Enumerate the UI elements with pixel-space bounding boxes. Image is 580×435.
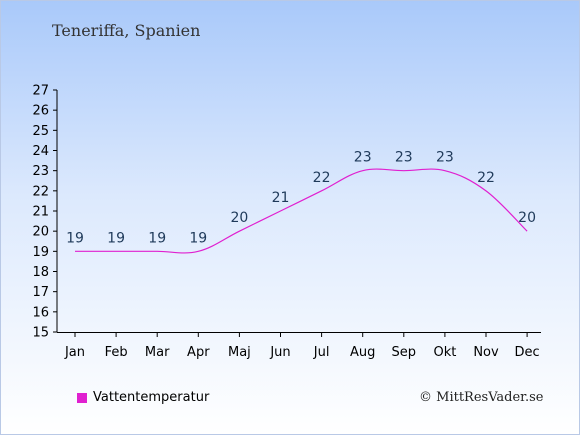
- x-tick-label: Nov: [473, 345, 499, 360]
- data-label: 19: [66, 230, 84, 246]
- x-tick-label: Mar: [145, 345, 170, 360]
- y-tick-label: 16: [32, 305, 49, 320]
- data-label: 20: [518, 210, 536, 226]
- y-tick-label: 22: [32, 184, 49, 199]
- x-tick-label: Jul: [313, 345, 330, 360]
- data-label: 22: [477, 170, 495, 186]
- y-tick-label: 26: [32, 104, 49, 119]
- y-tick-label: 15: [32, 326, 49, 341]
- x-tick-label: Aug: [350, 345, 375, 360]
- y-tick-label: 19: [32, 245, 49, 260]
- data-label: 22: [313, 170, 331, 186]
- y-tick-label: 27: [32, 84, 49, 99]
- x-tick-label: Dec: [515, 345, 540, 360]
- data-label: 23: [354, 150, 372, 166]
- data-label: 19: [107, 230, 125, 246]
- y-tick-label: 24: [32, 144, 49, 159]
- y-tick-label: 18: [32, 265, 49, 280]
- series-line-vattentemperatur: [74, 168, 528, 254]
- data-label: 20: [230, 210, 248, 226]
- y-tick-label: 20: [32, 225, 49, 240]
- x-tick-label: Maj: [228, 345, 251, 360]
- y-tick-label: 23: [32, 164, 49, 179]
- data-label: 19: [189, 230, 207, 246]
- data-label: 23: [436, 150, 454, 166]
- legend-label: Vattentemperatur: [93, 390, 210, 405]
- data-label: 23: [395, 150, 413, 166]
- data-label: 21: [272, 190, 290, 206]
- x-tick-label: Okt: [433, 345, 456, 360]
- data-label: 19: [148, 230, 166, 246]
- x-tick-label: Jan: [64, 345, 85, 360]
- y-tick-label: 21: [32, 205, 49, 220]
- x-tick-label: Jun: [269, 345, 290, 360]
- chart-title: Teneriffa, Spanien: [52, 21, 201, 40]
- x-tick-label: Feb: [105, 345, 128, 360]
- legend-swatch: [77, 392, 87, 403]
- y-tick-label: 25: [32, 124, 49, 139]
- legend: Vattentemperatur: [77, 390, 209, 405]
- x-tick-label: Sep: [392, 345, 417, 360]
- x-tick-label: Apr: [187, 345, 210, 360]
- y-tick-label: 17: [32, 285, 49, 300]
- copyright-text: © MittResVader.se: [419, 390, 544, 405]
